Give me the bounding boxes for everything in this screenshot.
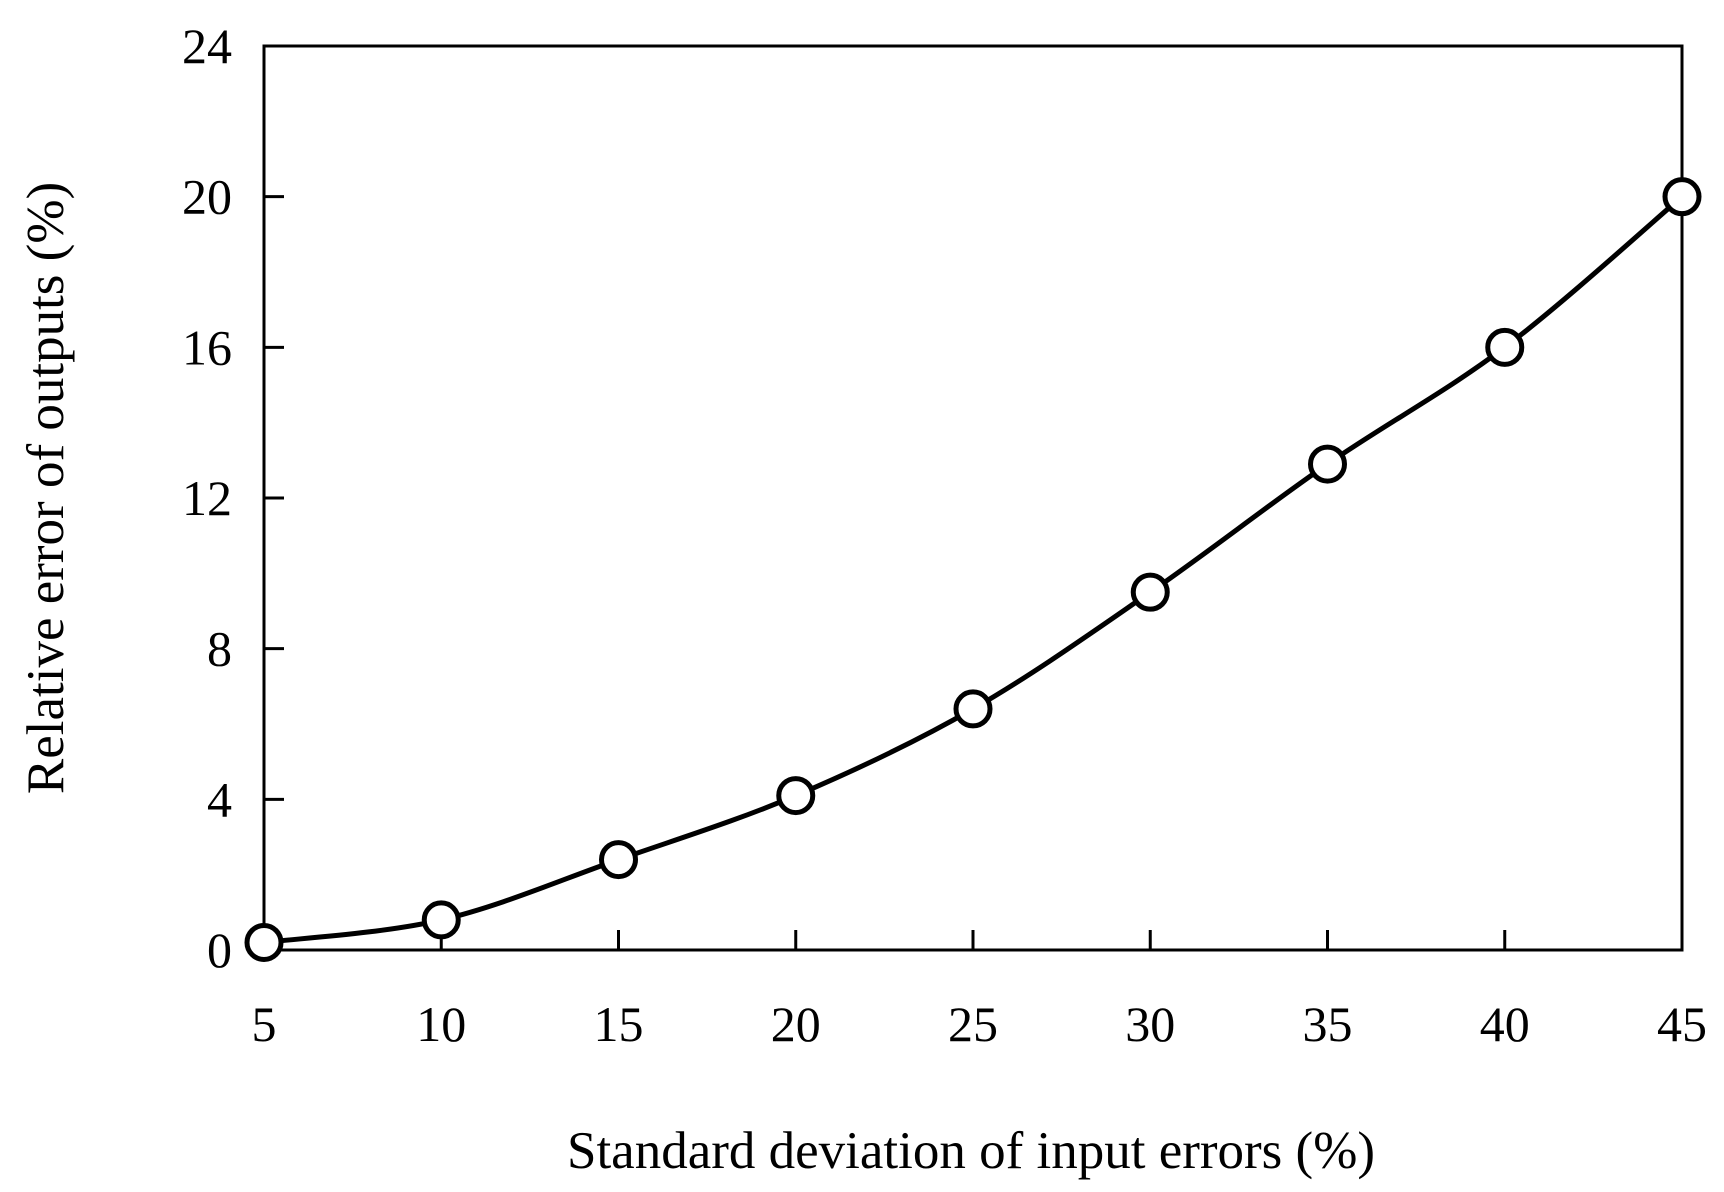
data-point-marker [1662, 177, 1702, 217]
data-point-marker [599, 840, 638, 880]
x-axis-title: Standard deviation of input errors (%) [567, 1122, 1375, 1180]
x-tick-label: 10 [416, 996, 466, 1052]
x-tick-label: 20 [771, 996, 821, 1052]
data-point-marker [1485, 327, 1525, 367]
x-tick-label: 5 [252, 996, 277, 1052]
x-tick-label: 25 [948, 996, 998, 1052]
x-tick-label: 40 [1480, 996, 1530, 1052]
data-point-marker [244, 922, 284, 962]
y-tick-label: 4 [207, 771, 232, 827]
y-tick-label: 12 [182, 470, 232, 526]
x-tick-label: 45 [1657, 996, 1707, 1052]
plot-frame [262, 44, 1684, 952]
y-tick-label: 24 [182, 18, 232, 74]
x-tick-label: 15 [594, 996, 644, 1052]
series-layer [244, 177, 1702, 962]
x-axis: 5 10 15 20 25 30 35 40 45 [252, 930, 1707, 1052]
data-point-marker [953, 689, 993, 729]
y-tick-label: 8 [207, 621, 232, 677]
data-point-marker [776, 776, 816, 816]
y-tick-label: 20 [182, 169, 232, 225]
plot-area-border [262, 44, 1684, 952]
y-axis: 0 4 8 12 16 20 24 [182, 18, 284, 978]
data-point-marker [421, 900, 461, 940]
y-tick-label: 0 [207, 922, 232, 978]
series-line [261, 194, 1685, 945]
data-point-marker [1308, 444, 1347, 484]
y-tick-label: 16 [182, 319, 232, 375]
data-point-marker [1130, 572, 1170, 612]
y-axis-title: Relative error of outputs (%) [17, 182, 75, 794]
x-tick-label: 35 [1303, 996, 1353, 1052]
x-tick-label: 30 [1125, 996, 1175, 1052]
